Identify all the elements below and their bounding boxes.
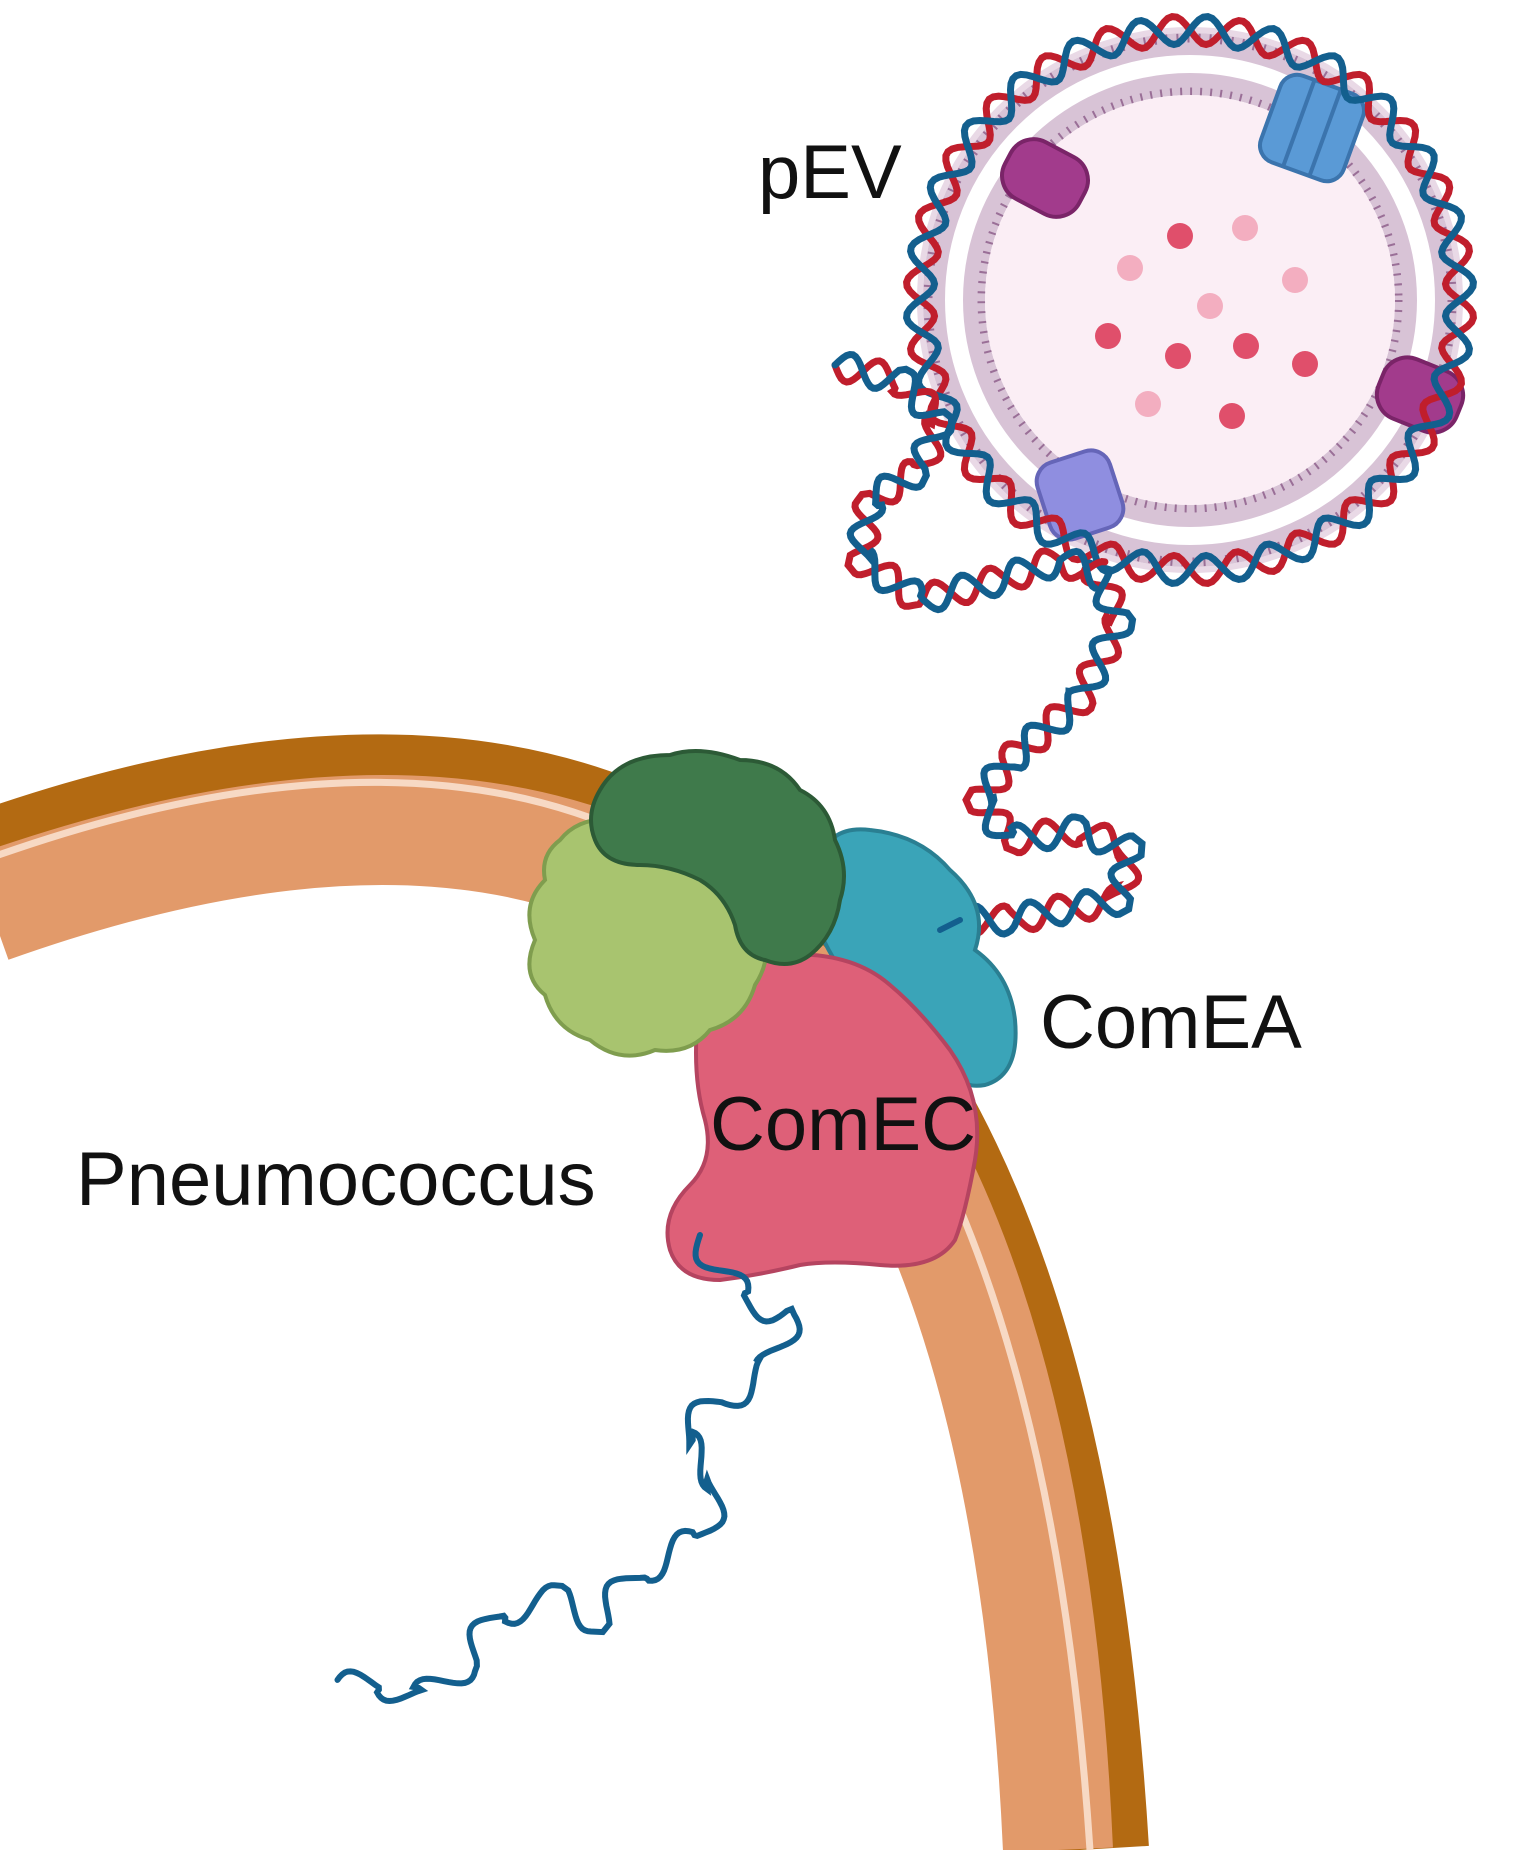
pev-vesicle	[831, 13, 1477, 614]
comea-label: ComEA	[1040, 980, 1302, 1065]
pneumococcus-label: Pneumococcus	[76, 1137, 596, 1222]
vesicle-membrane-protein	[1000, 137, 1090, 219]
competence-complex	[527, 749, 1018, 1283]
dark-green-protein	[589, 749, 846, 966]
pev-label: pEV	[758, 130, 902, 215]
comec-protein	[665, 952, 980, 1283]
vesicle-surface-dna	[903, 13, 1477, 587]
vesicle-membrane-protein	[1374, 355, 1466, 435]
comec-label: ComEC	[710, 1082, 976, 1167]
vesicle-dna-loop	[831, 350, 1109, 614]
dna-tether	[956, 556, 1146, 938]
vesicle-cargo	[1095, 215, 1318, 429]
internalized-ssdna	[334, 1232, 803, 1705]
